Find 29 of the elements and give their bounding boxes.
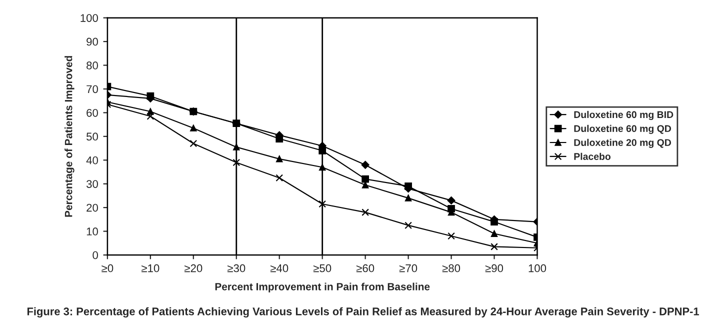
x-tick-label: ≥50 xyxy=(313,264,332,272)
x-tick-label: ≥40 xyxy=(270,264,288,272)
y-tick-label: 30 xyxy=(86,180,98,188)
x-tick-label: 100 xyxy=(528,264,546,272)
x-tick-label: ≥20 xyxy=(184,264,202,272)
x-tick-label: ≥90 xyxy=(485,264,504,272)
caption: Figure 3: Percentage of Patients Achieving Various Levels of Pain Relief as Measured by 24-Hour Average Pain Severity - DPNP-1 xyxy=(27,307,699,318)
y-tick-label: 10 xyxy=(86,228,98,236)
y-axis-title: Percentage of Patients Improved xyxy=(64,56,74,217)
y-tick-label: 20 xyxy=(86,204,98,212)
x-tick-label: ≥70 xyxy=(399,264,418,272)
x-axis-title: Percent Improvement in Pain from Baseline xyxy=(215,282,430,292)
legend-label: Placebo xyxy=(574,152,611,160)
y-tick-label: 40 xyxy=(86,156,98,164)
y-tick-label: 60 xyxy=(86,108,98,117)
x-tick-label: ≥30 xyxy=(228,264,246,272)
y-tick-label: 0 xyxy=(92,251,98,260)
y-tick-label: 80 xyxy=(86,62,98,70)
legend-label: Duloxetine 20 mg QD xyxy=(574,138,671,148)
y-tick-label: 50 xyxy=(86,132,98,141)
x-tick-label: ≥10 xyxy=(142,264,160,272)
x-tick-label: ≥80 xyxy=(442,264,460,272)
x-tick-label: ≥60 xyxy=(356,264,374,272)
y-tick-label: 90 xyxy=(86,38,98,46)
y-tick-label: 100 xyxy=(80,14,98,22)
x-tick-label: ≥0 xyxy=(102,264,114,272)
legend-label: Duloxetine 60 mg QD xyxy=(574,124,671,134)
y-tick-label: 70 xyxy=(86,85,98,94)
legend-label: Duloxetine 60 mg BID xyxy=(574,110,674,120)
